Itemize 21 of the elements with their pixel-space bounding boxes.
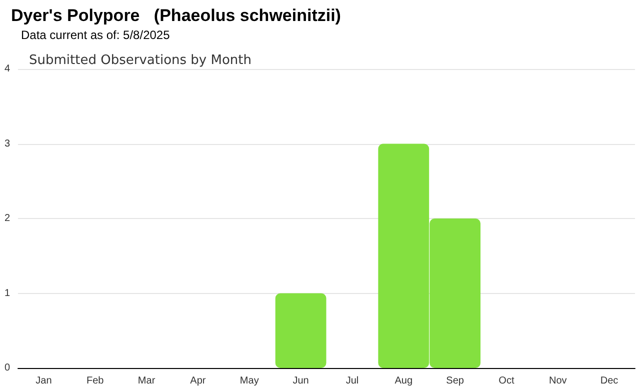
x-tick-label: May: [240, 376, 259, 386]
bar: [275, 293, 326, 368]
x-tick-label: Aug: [394, 376, 413, 386]
chart-title: Dyer's Polypore (Phaeolus schweinitzii): [11, 6, 341, 25]
y-tick-label: 1: [4, 288, 10, 299]
y-tick-label: 3: [4, 138, 10, 150]
chart-subtitle: Data current as of: 5/8/2025: [21, 28, 170, 42]
x-tick-label: Apr: [190, 376, 206, 386]
y-tick-label: 2: [4, 213, 10, 224]
y-tick-label: 0: [4, 362, 10, 374]
x-tick-label: Dec: [600, 376, 618, 386]
y-tick-label: 4: [4, 64, 10, 74]
x-tick-label: Jan: [36, 376, 52, 386]
x-tick-label: Sep: [446, 376, 464, 386]
x-tick-label: Mar: [138, 376, 156, 386]
x-tick-label: Nov: [548, 376, 567, 386]
x-tick-label: Jun: [292, 376, 309, 386]
x-tick-label: Feb: [86, 376, 104, 386]
text: Submitted Observations by Month: [29, 53, 252, 68]
x-tick-label: Jul: [346, 376, 359, 386]
x-tick-label: Oct: [498, 376, 514, 386]
